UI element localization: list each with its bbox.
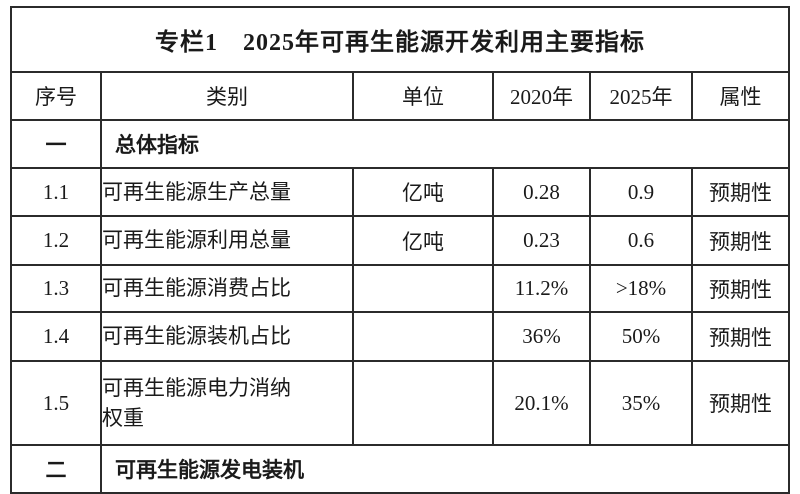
unit-cell	[352, 264, 494, 313]
unit-cell: 亿吨	[352, 215, 494, 266]
row-number-cell: 1.4	[10, 311, 102, 362]
section-label-cell: 可再生能源发电装机	[100, 444, 790, 494]
col-header-2020: 2020年	[492, 71, 591, 121]
value-2020-cell: 0.28	[492, 167, 591, 217]
col-header-2025: 2025年	[589, 71, 693, 121]
table-row: 1.2 可再生能源利用总量 亿吨 0.23 0.6 预期性	[10, 215, 790, 266]
value-2025-cell: 0.9	[589, 167, 693, 217]
section-label-cell: 总体指标	[100, 119, 790, 169]
row-number-cell: 1.3	[10, 264, 102, 313]
value-2020-cell: 0.23	[492, 215, 591, 266]
category-cell: 可再生能源装机占比	[100, 311, 354, 362]
value-2020-cell: 11.2%	[492, 264, 591, 313]
table-row: 1.1 可再生能源生产总量 亿吨 0.28 0.9 预期性	[10, 167, 790, 217]
col-header-attribute: 属性	[691, 71, 790, 121]
value-2020-cell: 20.1%	[492, 360, 591, 446]
table-body: 一总体指标 1.1 可再生能源生产总量 亿吨 0.28 0.9 预期性 1.2 可再生能源利用总…	[10, 119, 790, 494]
table-title-row: 专栏1 2025年可再生能源开发利用主要指标	[10, 6, 790, 73]
category-cell: 可再生能源利用总量	[100, 215, 354, 266]
table-title: 专栏1 2025年可再生能源开发利用主要指标	[10, 6, 790, 73]
category-cell: 可再生能源电力消纳 权重	[100, 360, 354, 446]
value-2020-cell: 36%	[492, 311, 591, 362]
row-number-cell: 1.1	[10, 167, 102, 217]
value-2025-cell: >18%	[589, 264, 693, 313]
unit-cell: 亿吨	[352, 167, 494, 217]
row-number-cell: 1.2	[10, 215, 102, 266]
row-number-cell: 一	[10, 119, 102, 169]
table-header-row: 序号 类别 单位 2020年 2025年 属性	[10, 71, 790, 121]
table-row: 1.4 可再生能源装机占比 36% 50% 预期性	[10, 311, 790, 362]
category-cell: 可再生能源消费占比	[100, 264, 354, 313]
col-header-category: 类别	[100, 71, 354, 121]
unit-cell	[352, 311, 494, 362]
attribute-cell: 预期性	[691, 360, 790, 446]
attribute-cell: 预期性	[691, 311, 790, 362]
attribute-cell: 预期性	[691, 215, 790, 266]
col-header-serial: 序号	[10, 71, 102, 121]
table-row: 1.5 可再生能源电力消纳 权重 20.1% 35% 预期性	[10, 360, 790, 446]
table-row: 1.3 可再生能源消费占比 11.2% >18% 预期性	[10, 264, 790, 313]
row-number-cell: 1.5	[10, 360, 102, 446]
section-row: 二可再生能源发电装机	[10, 444, 790, 494]
section-row: 一总体指标	[10, 119, 790, 169]
attribute-cell: 预期性	[691, 264, 790, 313]
value-2025-cell: 0.6	[589, 215, 693, 266]
attribute-cell: 预期性	[691, 167, 790, 217]
value-2025-cell: 50%	[589, 311, 693, 362]
value-2025-cell: 35%	[589, 360, 693, 446]
col-header-unit: 单位	[352, 71, 494, 121]
row-number-cell: 二	[10, 444, 102, 494]
indicators-table: 专栏1 2025年可再生能源开发利用主要指标 序号 类别 单位 2020年 20…	[10, 6, 790, 494]
category-cell: 可再生能源生产总量	[100, 167, 354, 217]
unit-cell	[352, 360, 494, 446]
